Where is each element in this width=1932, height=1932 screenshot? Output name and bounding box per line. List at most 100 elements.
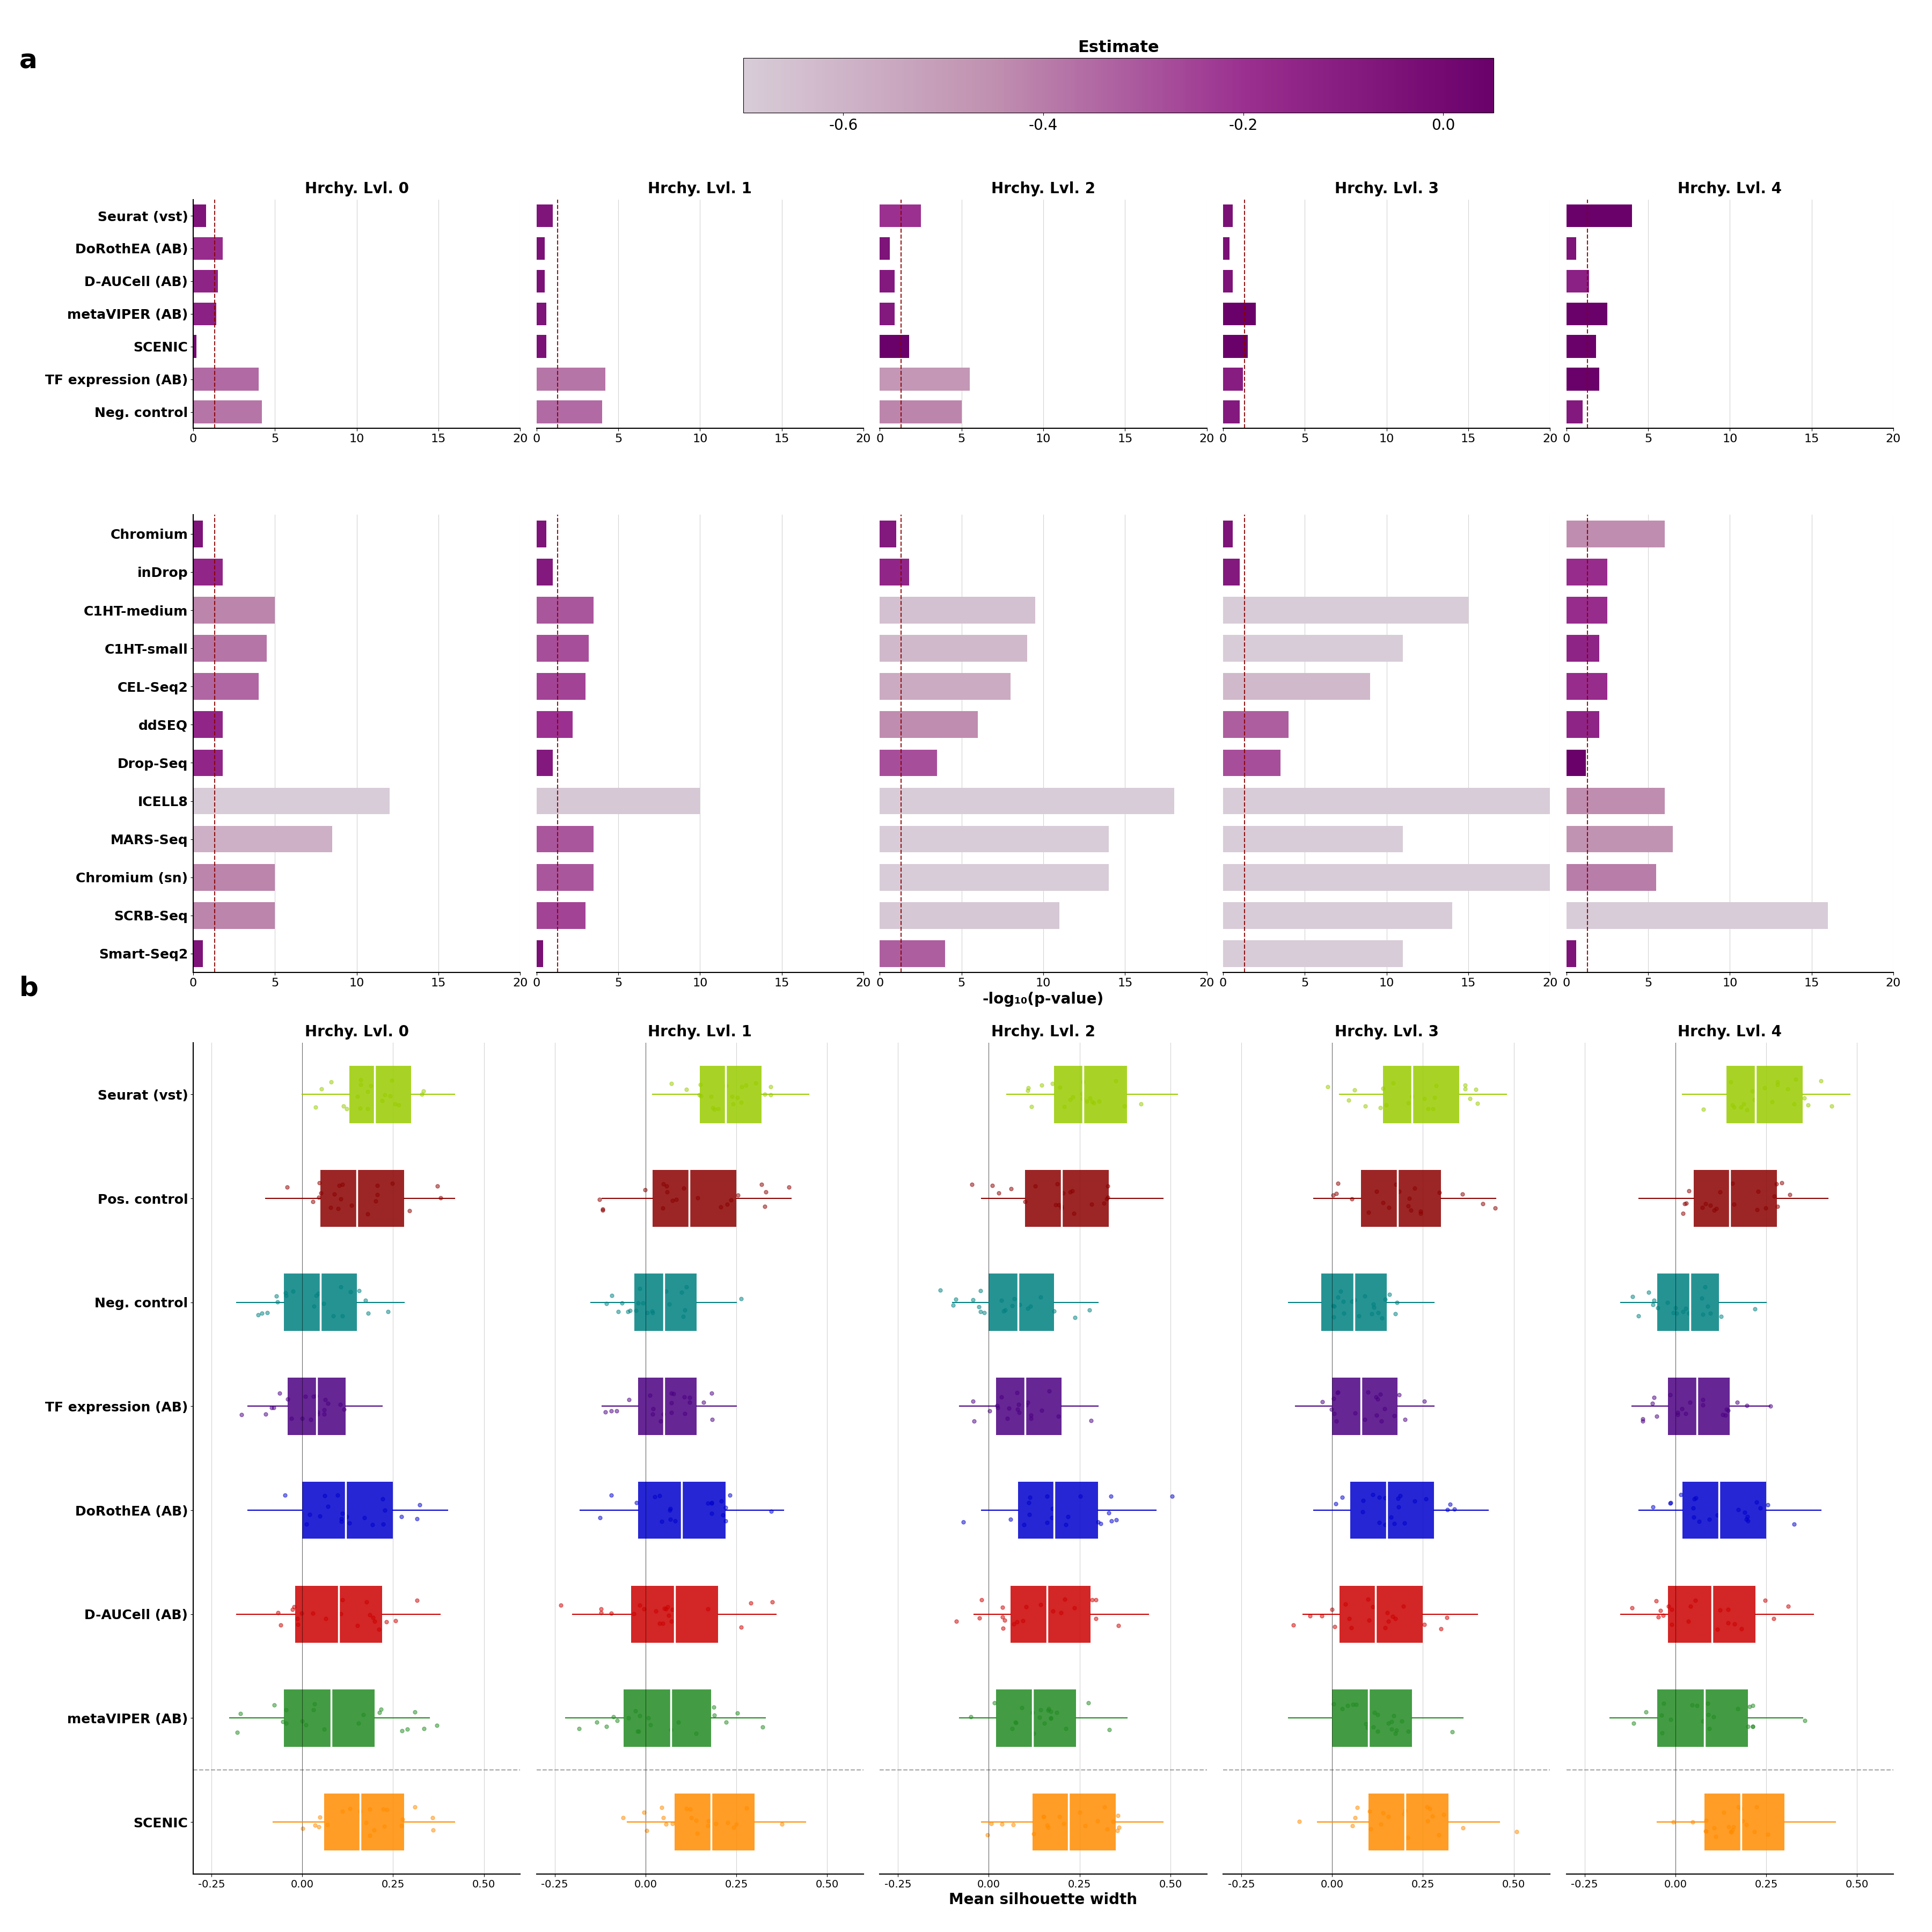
Point — [980, 1687, 1010, 1718]
Point — [1333, 1084, 1364, 1115]
Point — [1660, 1293, 1690, 1323]
Point — [607, 1289, 638, 1320]
Point — [400, 1791, 431, 1822]
Point — [995, 1503, 1026, 1534]
Point — [1716, 1816, 1747, 1847]
Point — [1103, 1812, 1134, 1843]
Point — [609, 1803, 639, 1833]
Point — [394, 1196, 425, 1227]
Point — [1065, 1797, 1095, 1828]
Point — [1745, 1493, 1776, 1524]
Point — [1432, 1493, 1463, 1524]
Point — [1045, 1192, 1076, 1223]
FancyBboxPatch shape — [288, 1378, 346, 1435]
Point — [1018, 1696, 1049, 1727]
Point — [1731, 1808, 1762, 1839]
Bar — [537, 400, 603, 423]
Point — [1366, 1092, 1397, 1122]
Point — [1014, 1401, 1045, 1432]
Point — [282, 1609, 313, 1640]
Point — [1687, 1389, 1718, 1420]
Point — [696, 1488, 726, 1519]
Point — [1364, 1379, 1395, 1410]
Point — [1379, 1509, 1410, 1540]
Title: Hrchy. Lvl. 3: Hrchy. Lvl. 3 — [1335, 182, 1439, 197]
Point — [1010, 1592, 1041, 1623]
Bar — [879, 941, 945, 966]
Point — [1385, 1480, 1416, 1511]
Point — [657, 1184, 688, 1215]
Point — [655, 1378, 686, 1408]
Point — [1358, 1289, 1389, 1320]
Bar — [537, 520, 547, 547]
Point — [1424, 1820, 1455, 1851]
Bar — [1223, 864, 1549, 891]
Point — [298, 1186, 328, 1217]
Point — [1012, 1293, 1043, 1323]
Bar — [193, 597, 274, 624]
Point — [1762, 1192, 1793, 1223]
Point — [937, 1291, 968, 1321]
Point — [1047, 1192, 1078, 1223]
Bar — [193, 672, 259, 699]
Point — [334, 1507, 365, 1538]
Point — [363, 1613, 394, 1644]
Point — [1349, 1486, 1379, 1517]
FancyBboxPatch shape — [997, 1378, 1061, 1435]
Bar — [1567, 367, 1600, 390]
Point — [653, 1600, 684, 1631]
Point — [622, 1716, 653, 1747]
Point — [674, 1793, 705, 1824]
Point — [1700, 1822, 1731, 1853]
Point — [1337, 1613, 1368, 1644]
Point — [1012, 1387, 1043, 1418]
Point — [692, 1594, 723, 1625]
Point — [1501, 1816, 1532, 1847]
Point — [286, 1706, 317, 1737]
Point — [1333, 1690, 1364, 1721]
Point — [991, 1403, 1022, 1434]
FancyBboxPatch shape — [997, 1690, 1076, 1747]
Point — [997, 1291, 1028, 1321]
Point — [1463, 1088, 1493, 1119]
Point — [699, 1692, 730, 1723]
Point — [949, 1507, 980, 1538]
Point — [684, 1080, 715, 1111]
Point — [1733, 1505, 1764, 1536]
Point — [1352, 1584, 1383, 1615]
Point — [696, 1488, 726, 1519]
Point — [359, 1605, 390, 1636]
Point — [1727, 1806, 1758, 1837]
Point — [1455, 1084, 1486, 1115]
Point — [299, 1689, 330, 1719]
Point — [1337, 1689, 1368, 1719]
Point — [350, 1503, 381, 1534]
Point — [1677, 1806, 1708, 1837]
Point — [1109, 1090, 1140, 1121]
Point — [726, 1611, 757, 1642]
Point — [1737, 1076, 1768, 1107]
Bar — [1223, 597, 1468, 624]
FancyBboxPatch shape — [632, 1586, 719, 1642]
Point — [564, 1714, 595, 1745]
Point — [1055, 1084, 1086, 1115]
Point — [730, 1793, 761, 1824]
Bar — [1567, 400, 1582, 423]
Point — [1710, 1399, 1741, 1430]
Point — [711, 1706, 742, 1737]
Bar — [879, 558, 910, 585]
Point — [651, 1171, 682, 1202]
Point — [1024, 1702, 1055, 1733]
Point — [1656, 1594, 1687, 1625]
Point — [243, 1298, 274, 1329]
Bar — [193, 941, 203, 966]
Point — [276, 1594, 307, 1625]
Point — [1708, 1797, 1739, 1828]
Point — [1018, 1718, 1049, 1748]
Point — [721, 1808, 752, 1839]
Point — [1410, 1791, 1441, 1822]
Point — [327, 1584, 357, 1615]
Point — [773, 1171, 804, 1202]
Point — [1731, 1391, 1762, 1422]
Point — [404, 1490, 435, 1520]
